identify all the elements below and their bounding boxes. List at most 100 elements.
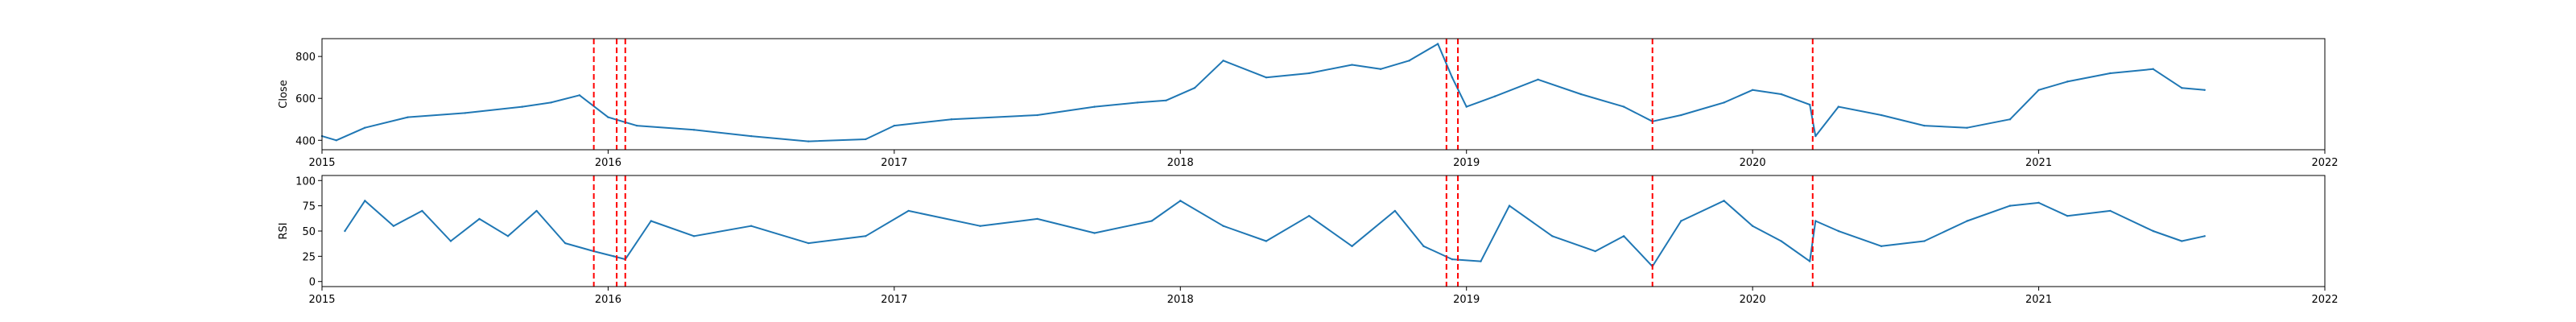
- data-point: [1165, 99, 1167, 102]
- y-tick-label: 25: [302, 251, 316, 263]
- data-point: [893, 124, 896, 127]
- x-tick-label: 2016: [595, 294, 621, 306]
- y-tick-label: 400: [295, 135, 316, 147]
- y-tick-label: 75: [302, 201, 316, 213]
- data-point: [364, 126, 366, 129]
- data-point: [464, 112, 466, 114]
- data-point: [1814, 220, 1817, 222]
- data-point: [1751, 225, 1754, 227]
- data-point: [1036, 114, 1038, 117]
- data-point: [749, 225, 753, 227]
- plot-frame: [321, 175, 2326, 287]
- y-tick-label: 100: [295, 175, 316, 188]
- data-point: [1093, 105, 1096, 108]
- data-point: [392, 225, 395, 227]
- data-point: [1923, 124, 1926, 127]
- data-point: [1193, 86, 1196, 89]
- data-point: [364, 200, 366, 202]
- data-point: [1393, 209, 1397, 213]
- data-point: [1680, 114, 1682, 117]
- data-point: [1880, 114, 1883, 117]
- data-point: [1623, 105, 1625, 108]
- data-point: [807, 140, 810, 142]
- data-point: [2203, 89, 2206, 91]
- data-point: [692, 235, 696, 237]
- data-point: [1966, 126, 1968, 129]
- data-point: [2181, 86, 2183, 89]
- data-point: [2152, 229, 2154, 233]
- data-point: [564, 242, 567, 245]
- data-point: [613, 255, 615, 258]
- x-tick-label: 2019: [1453, 294, 1480, 306]
- data-point: [907, 209, 910, 213]
- data-point: [1451, 76, 1454, 79]
- data-point: [1379, 68, 1382, 70]
- x-tick-label: 2022: [2311, 157, 2338, 169]
- series-line-0: [321, 43, 2205, 142]
- data-point: [2109, 209, 2112, 213]
- data-point: [1408, 60, 1410, 62]
- data-point: [344, 229, 346, 233]
- data-point: [1723, 101, 1725, 104]
- data-point: [807, 242, 810, 245]
- data-point: [1422, 245, 1425, 248]
- data-point: [1222, 60, 1224, 62]
- data-point: [1594, 250, 1596, 253]
- data-point: [1579, 93, 1583, 96]
- data-point: [478, 217, 481, 221]
- data-point: [335, 139, 337, 142]
- data-point: [1623, 235, 1625, 237]
- data-point: [1480, 260, 1482, 262]
- y-axis-label: Close: [278, 80, 290, 108]
- subplot-1: 0 25 50 75 100 2015 2016 2017 2018 2019 2020 2021 20…: [278, 175, 2339, 306]
- data-point: [1923, 240, 1926, 242]
- data-point: [2066, 80, 2069, 83]
- x-tick-label: 2021: [2025, 157, 2052, 169]
- data-point: [1723, 200, 1725, 202]
- data-point: [2181, 240, 2183, 242]
- data-point: [1551, 235, 1554, 237]
- y-tick-label: 50: [302, 226, 316, 238]
- y-axis-label: RSI: [278, 222, 290, 239]
- data-point: [1780, 240, 1782, 242]
- data-point: [865, 235, 867, 237]
- data-point: [1308, 72, 1311, 75]
- data-point: [1265, 240, 1268, 242]
- data-point: [2203, 235, 2206, 237]
- data-point: [865, 138, 867, 141]
- x-tick-label: 2018: [1167, 157, 1194, 169]
- data-point: [1809, 260, 1811, 262]
- data-point: [550, 101, 552, 104]
- data-point: [506, 235, 510, 237]
- data-point: [1093, 232, 1096, 234]
- data-point: [1451, 258, 1454, 261]
- x-tick-label: 2018: [1167, 294, 1194, 306]
- data-point: [1351, 64, 1353, 66]
- x-tick-label: 2015: [308, 294, 335, 306]
- x-tick-label: 2016: [595, 157, 621, 169]
- data-point: [1508, 204, 1511, 207]
- x-tick-label: 2022: [2311, 294, 2338, 306]
- data-point: [578, 94, 581, 97]
- y-tick-label: 0: [309, 277, 316, 289]
- plot-frame: [321, 38, 2326, 151]
- x-tick-label: 2015: [308, 157, 335, 169]
- x-tick-label: 2017: [881, 294, 907, 306]
- data-point: [407, 116, 409, 118]
- data-point: [1351, 245, 1353, 248]
- x-tick-label: 2021: [2025, 294, 2052, 306]
- x-tick-label: 2019: [1453, 157, 1480, 169]
- data-point: [1222, 225, 1224, 227]
- data-point: [1308, 214, 1311, 217]
- data-point: [2109, 72, 2112, 75]
- data-point: [950, 118, 953, 121]
- x-tick-label: 2020: [1740, 157, 1766, 169]
- data-point: [421, 209, 423, 213]
- data-point: [692, 129, 696, 131]
- data-point: [1880, 245, 1883, 248]
- data-point: [1136, 101, 1139, 104]
- data-point: [449, 240, 452, 242]
- data-point: [1494, 95, 1496, 97]
- data-point: [1436, 43, 1439, 45]
